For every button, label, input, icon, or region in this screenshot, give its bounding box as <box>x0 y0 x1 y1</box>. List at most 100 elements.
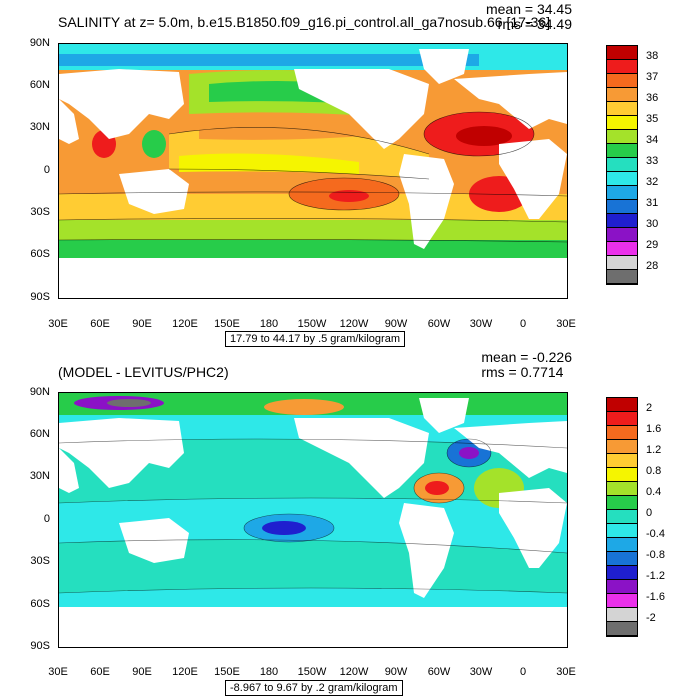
mean-value: mean = -0.226 <box>481 349 572 365</box>
lon-label: 30E <box>556 318 576 330</box>
colorbar-label: -1.6 <box>646 590 665 603</box>
colorbar-swatch <box>607 622 637 636</box>
colorbar-label: 32 <box>646 175 659 188</box>
lon-label: 150E <box>214 666 240 678</box>
mean-value: mean = 34.45 <box>485 1 572 17</box>
lon-label: 60W <box>427 318 451 330</box>
colorbar-label: 37 <box>646 70 659 83</box>
lat-label: 0 <box>43 513 50 525</box>
difference-map-svg <box>59 393 567 647</box>
lat-label: 60N <box>29 79 50 91</box>
lon-label: 30E <box>556 666 576 678</box>
north-america-land <box>294 69 429 149</box>
stats-block: mean = 34.45 rms = 34.49 <box>486 2 572 32</box>
lon-label: 30W <box>469 666 493 678</box>
lon-label: 30E <box>48 318 68 330</box>
lon-label: 60W <box>427 666 451 678</box>
colorbar-swatch <box>607 158 637 172</box>
colorbar-swatch <box>607 172 637 186</box>
colorbar-swatch <box>607 46 637 60</box>
lon-label: 0 <box>519 318 527 330</box>
greenland-land <box>419 49 469 84</box>
lon-label: 30E <box>48 666 68 678</box>
panel-title: SALINITY at z= 5.0m, b.e15.B1850.f09_g16… <box>58 14 551 30</box>
colorbar-swatch <box>607 130 637 144</box>
colorbar-swatch <box>607 566 637 580</box>
stats-block: mean = -0.226 rms = 0.7714 <box>481 350 572 380</box>
lon-label: 150W <box>297 318 327 330</box>
lon-label: 90W <box>384 318 408 330</box>
colorbar-swatch <box>607 454 637 468</box>
colorbar-label: -1.2 <box>646 569 665 582</box>
lat-label: 90N <box>29 386 50 398</box>
lat-label: 0 <box>43 164 50 176</box>
colorbar-swatch <box>607 608 637 622</box>
colorbar-swatch <box>607 440 637 454</box>
lat-label: 30S <box>30 555 50 567</box>
lon-label: 120W <box>339 666 369 678</box>
salinity-map-svg <box>59 44 567 298</box>
colorbar-swatch <box>607 228 637 242</box>
colorbar-label: 36 <box>646 91 659 104</box>
salinity-map <box>58 43 568 299</box>
lon-label: 180 <box>259 666 279 678</box>
lon-label: 90W <box>384 666 408 678</box>
lon-label: 90E <box>132 318 152 330</box>
colorbar-swatch <box>607 144 637 158</box>
eurasia-land <box>59 69 184 139</box>
colorbar-swatch <box>607 580 637 594</box>
colorbar-label: -0.8 <box>646 548 665 561</box>
lon-label: 120W <box>339 318 369 330</box>
contour-lines <box>59 438 567 594</box>
colorbar-label: 1.2 <box>646 443 662 456</box>
colorbar-swatch <box>607 482 637 496</box>
australia-land <box>119 169 189 214</box>
colorbar-swatch <box>607 242 637 256</box>
rms-value: rms = 34.49 <box>497 16 572 32</box>
colorbar-swatch <box>607 510 637 524</box>
lon-label: 0 <box>519 666 527 678</box>
colorbar-swatch <box>607 412 637 426</box>
colorbar-label: 2 <box>646 401 653 414</box>
salinity-panel: SALINITY at z= 5.0m, b.e15.B1850.f09_g16… <box>29 2 659 347</box>
lat-label: 30N <box>29 121 50 133</box>
lat-label: 60S <box>30 248 50 260</box>
colorbar-label: 0.8 <box>646 464 662 477</box>
colorbar-swatch <box>607 256 637 270</box>
lon-label: 90E <box>132 666 152 678</box>
lat-label: 60S <box>30 598 50 610</box>
colorbar-swatch <box>607 524 637 538</box>
colorbar-label: 0 <box>646 506 653 519</box>
colorbar-swatch <box>607 594 637 608</box>
colorbar-swatch <box>607 116 637 130</box>
africa-land <box>499 139 567 219</box>
lon-label: 120E <box>172 666 198 678</box>
colorbar-swatch <box>607 398 637 412</box>
colorbar-swatch <box>607 214 637 228</box>
colorbar <box>606 45 638 285</box>
contour-info: -8.967 to 9.67 by .2 gram/kilogram <box>225 680 403 696</box>
lon-label: 150E <box>214 318 240 330</box>
colorbar-swatch <box>607 200 637 214</box>
lon-label: 60E <box>90 666 110 678</box>
colorbar-swatch <box>607 88 637 102</box>
europe-land <box>454 72 567 129</box>
colorbar-swatch <box>607 468 637 482</box>
difference-map <box>58 392 568 648</box>
colorbar-label: 31 <box>646 196 659 209</box>
lat-label: 30N <box>29 470 50 482</box>
lat-label: 90N <box>29 37 50 49</box>
colorbar-label: 29 <box>646 238 659 251</box>
lon-label: 180 <box>259 318 279 330</box>
colorbar-label: 38 <box>646 49 659 62</box>
lat-label: 90S <box>30 640 50 652</box>
colorbar-swatch <box>607 426 637 440</box>
colorbar-swatch <box>607 186 637 200</box>
colorbar-label: -2 <box>646 611 656 624</box>
colorbar-label: 30 <box>646 217 659 230</box>
colorbar-label: 1.6 <box>646 422 662 435</box>
colorbar-label: -0.4 <box>646 527 665 540</box>
colorbar-label: 33 <box>646 154 659 167</box>
colorbar-label: 0.4 <box>646 485 662 498</box>
contour-lines <box>59 111 567 243</box>
